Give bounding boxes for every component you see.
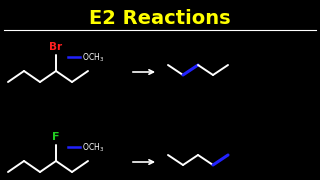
Text: E2 Reactions: E2 Reactions [89,8,231,28]
Text: F: F [52,132,60,142]
Text: Br: Br [49,42,63,52]
Text: $\mathregular{OCH_3}$: $\mathregular{OCH_3}$ [82,52,104,64]
Text: $\mathregular{OCH_3}$: $\mathregular{OCH_3}$ [82,142,104,154]
